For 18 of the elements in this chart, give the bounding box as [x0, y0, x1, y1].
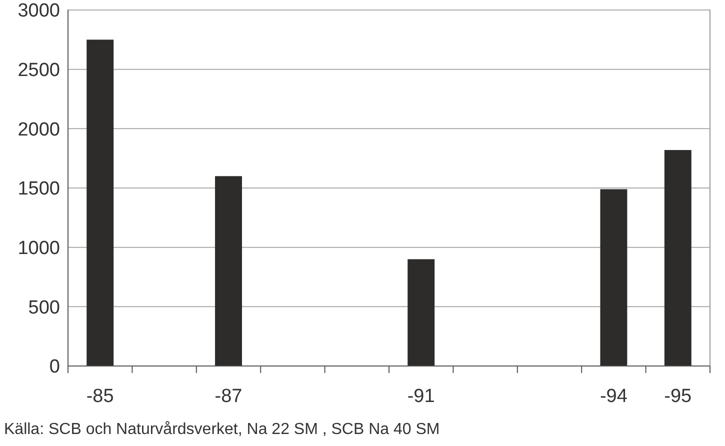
bar	[215, 176, 242, 366]
y-tick-label: 1500	[18, 178, 60, 200]
bar	[408, 259, 435, 366]
x-tick-label: -87	[214, 386, 242, 407]
y-tick-label: 0	[49, 356, 60, 378]
y-tick-label: 2500	[18, 60, 60, 81]
y-tick-label: 2000	[18, 119, 60, 140]
text: Källa: SCB och Naturvårdsverket, Na 22 SM , SCB Na 40 SM	[4, 421, 440, 438]
x-tick-label: -94	[600, 386, 628, 407]
y-tick-label: 3000	[18, 0, 60, 22]
x-tick-label: -95	[664, 386, 692, 407]
x-tick-label: -85	[86, 386, 114, 407]
y-tick-label: 1000	[18, 238, 60, 259]
bar	[86, 40, 114, 366]
x-tick-label: -91	[407, 386, 435, 407]
y-tick-label: 500	[28, 297, 60, 318]
bar	[600, 189, 628, 366]
bar	[664, 150, 692, 366]
